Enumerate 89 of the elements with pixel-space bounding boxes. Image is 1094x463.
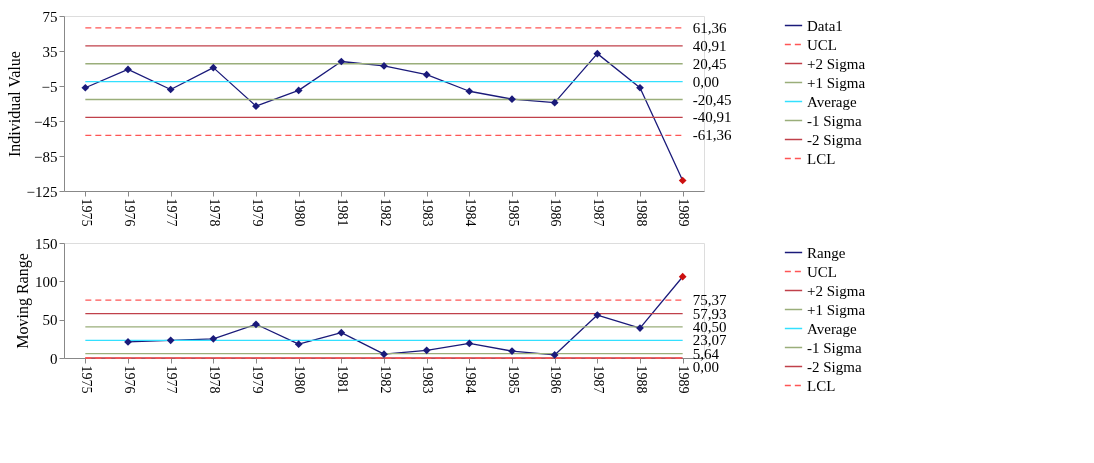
legend-label: +2 Sigma (807, 282, 866, 299)
legend-label: -2 Sigma (807, 131, 862, 148)
legend-label: Data1 (807, 17, 843, 34)
point (337, 57, 346, 66)
point (166, 336, 175, 345)
x-tick-label: 1986 (548, 365, 564, 394)
x-tick-label: 1975 (78, 198, 94, 227)
point (294, 86, 303, 95)
point (209, 334, 218, 343)
x-tick-label: 1986 (548, 198, 564, 227)
x-tick-label: 1981 (334, 198, 350, 227)
y-tick-label: −85 (34, 148, 58, 165)
x-tick-label: 1980 (292, 365, 308, 394)
point (124, 65, 132, 74)
data-label: 40,91 (692, 37, 727, 54)
y-axis-title: Moving Range (14, 253, 32, 349)
legend-label: LCL (807, 150, 836, 167)
x-tick-label: 1984 (462, 365, 478, 394)
y-tick-label: 35 (42, 43, 58, 60)
y-tick-label: −5 (41, 78, 58, 95)
x-tick-label: 1989 (676, 365, 692, 394)
legend-label: Average (807, 93, 858, 110)
y-tick-label: 150 (35, 235, 58, 252)
point (678, 272, 687, 281)
legend-label: +2 Sigma (807, 55, 866, 72)
y-tick-label: 75 (42, 8, 58, 25)
y-tick-label: 0 (50, 350, 58, 367)
x-tick-label: 1979 (249, 198, 265, 227)
point (593, 49, 602, 58)
x-tick-label: 1984 (462, 198, 478, 227)
legend-label: Average (807, 320, 858, 337)
x-tick-label: 1989 (676, 198, 692, 227)
point (166, 85, 175, 94)
x-tick-label: 1975 (78, 365, 94, 394)
x-tick-label: 1976 (121, 365, 137, 394)
x-tick-label: 1979 (249, 365, 265, 394)
y-axis-title: Individual Value (5, 51, 23, 157)
data-label: 20,45 (692, 55, 727, 72)
x-tick-label: 1987 (590, 198, 606, 227)
x-tick-label: 1981 (334, 365, 350, 394)
data-label: -20,45 (692, 91, 732, 108)
x-tick-label: 1983 (420, 365, 436, 394)
x-tick-label: 1985 (505, 365, 521, 394)
data-label: 75,37 (692, 292, 727, 309)
x-tick-label: 1976 (121, 198, 137, 227)
point (636, 83, 644, 92)
legend-label: -1 Sigma (807, 112, 862, 129)
legend-label: UCL (807, 36, 837, 53)
point (252, 320, 260, 329)
legend-label: UCL (807, 263, 837, 280)
data-label: 61,36 (692, 19, 727, 36)
x-tick-label: 1982 (377, 365, 393, 394)
point (593, 311, 602, 319)
legend-label: +1 Sigma (807, 301, 866, 318)
point (209, 63, 218, 72)
x-tick-label: 1982 (377, 198, 393, 227)
legend-label: -1 Sigma (807, 339, 862, 356)
x-tick-label: 1985 (505, 198, 521, 227)
point (678, 176, 687, 185)
point (465, 339, 474, 348)
x-tick-label: 1978 (206, 365, 222, 394)
data-label: 0,00 (692, 73, 719, 90)
point (294, 340, 303, 349)
x-tick-label: 1980 (292, 198, 308, 227)
x-tick-label: 1987 (590, 365, 606, 394)
legend-label: LCL (807, 377, 836, 394)
x-tick-label: 1983 (420, 198, 436, 227)
y-tick-label: 100 (35, 273, 58, 290)
point (550, 351, 559, 359)
data-label: -61,36 (692, 127, 732, 144)
point (422, 346, 431, 355)
x-tick-label: 1978 (206, 198, 222, 227)
x-tick-label: 1977 (164, 365, 180, 394)
text: Range (807, 244, 846, 261)
point (337, 328, 346, 337)
point (380, 350, 388, 359)
x-tick-label: 1988 (633, 365, 649, 394)
x-tick-label: 1977 (164, 198, 180, 227)
point (465, 87, 474, 96)
data-label: -40,91 (692, 109, 732, 126)
legend-label: +1 Sigma (807, 74, 866, 91)
legend-label: -2 Sigma (807, 358, 862, 375)
x-tick-label: 1988 (633, 198, 649, 227)
y-tick-label: −125 (26, 183, 58, 200)
y-tick-label: −45 (34, 113, 58, 130)
point (422, 70, 431, 79)
y-tick-label: 50 (42, 312, 58, 329)
point (81, 83, 90, 92)
point (550, 98, 559, 107)
